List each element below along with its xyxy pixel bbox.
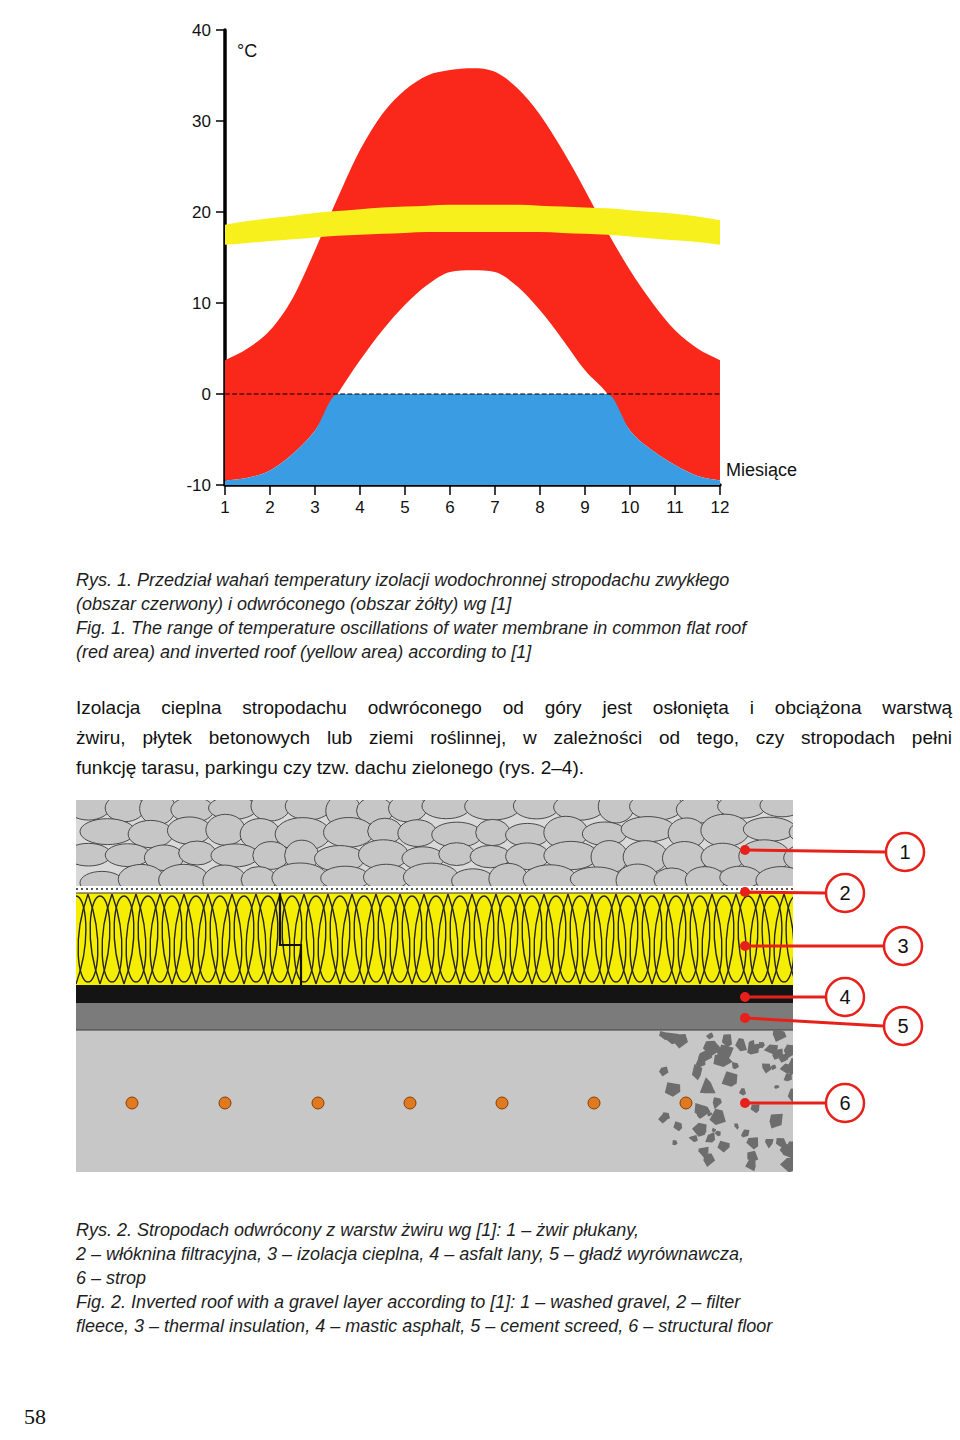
html-text:Fig. 1. The range of temperatu: Fig. 1. The range of temperature oscilla… [76,618,747,638]
html-text:Rys. 1. Przedział wahań temper: Rys. 1. Przedział wahań temperatury izol… [76,570,730,590]
svg-text:10: 10 [192,294,211,313]
html-text:6 – strop: 6 – strop [76,1268,146,1288]
svg-text:20: 20 [192,203,211,222]
svg-text:2: 2 [265,498,274,517]
svg-text:7: 7 [490,498,499,517]
svg-text:°C: °C [237,41,257,61]
html-text:Fig. 2. Inverted roof with a g: Fig. 2. Inverted roof with a gravel laye… [76,1292,741,1312]
svg-text:12: 12 [711,498,730,517]
html-text:funkcję tarasu, parkingu czy t: funkcję tarasu, parkingu czy tzw. dachu … [76,757,584,778]
html-text:żwiru, płytek betonowych lub z: żwiru, płytek betonowych lub ziemi rośli… [76,727,952,748]
svg-text:1: 1 [220,498,229,517]
svg-text:30: 30 [192,112,211,131]
svg-text:-10: -10 [186,476,211,495]
svg-text:3: 3 [310,498,319,517]
svg-text:6: 6 [839,1092,850,1114]
svg-text:6: 6 [445,498,454,517]
html-text:(red area) and inverted roof (: (red area) and inverted roof (yellow are… [76,642,532,662]
svg-text:Miesiące: Miesiące [726,460,797,480]
html-text:Izolacja cieplna stropodachu o: Izolacja cieplna stropodachu odwróconego… [76,697,952,718]
svg-text:3: 3 [897,935,908,957]
html-text:58: 58 [24,1404,46,1429]
svg-text:10: 10 [621,498,640,517]
html-text:Rys. 2. Stropodach odwrócony z: Rys. 2. Stropodach odwrócony z warstw żw… [76,1220,639,1240]
svg-text:0: 0 [202,385,211,404]
svg-text:8: 8 [535,498,544,517]
svg-text:5: 5 [400,498,409,517]
html-text:2 – włóknina filtracyjna, 3 –: 2 – włóknina filtracyjna, 3 – izolacja c… [76,1244,744,1264]
svg-text:1: 1 [899,841,910,863]
svg-text:4: 4 [839,986,850,1008]
svg-text:2: 2 [839,882,850,904]
svg-text:4: 4 [355,498,364,517]
html-text:fleece, 3 – thermal insulation: fleece, 3 – thermal insulation, 4 – mast… [76,1316,773,1336]
svg-text:9: 9 [580,498,589,517]
svg-text:11: 11 [666,498,684,517]
svg-text:40: 40 [192,21,211,40]
html-text:(obszar czerwony) i odwróconeg: (obszar czerwony) i odwróconego (obszar … [76,594,512,614]
svg-text:5: 5 [897,1015,908,1037]
